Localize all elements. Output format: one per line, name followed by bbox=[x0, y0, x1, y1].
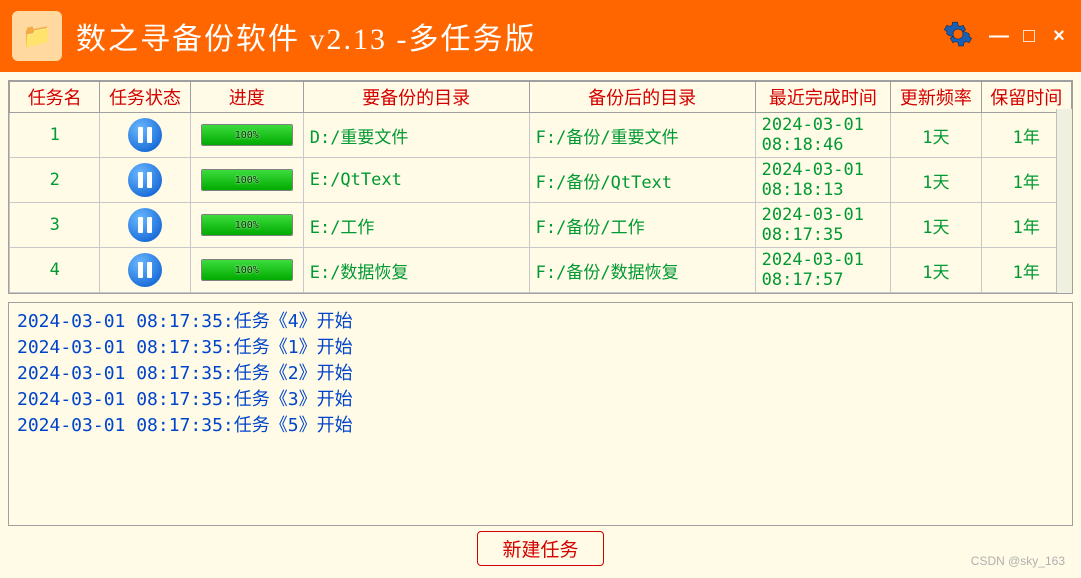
cell-task-name: 4 bbox=[10, 248, 100, 293]
col-header-time[interactable]: 最近完成时间 bbox=[755, 82, 891, 113]
cell-source-dir: D:/重要文件 bbox=[303, 113, 529, 158]
cell-task-status bbox=[100, 158, 190, 203]
cell-dest-dir: F:/备份/QtText bbox=[529, 158, 755, 203]
pause-icon[interactable] bbox=[128, 163, 162, 197]
col-header-src[interactable]: 要备份的目录 bbox=[303, 82, 529, 113]
progress-label: 100% bbox=[202, 260, 292, 280]
cell-task-name: 3 bbox=[10, 203, 100, 248]
log-line: 2024-03-01 08:17:35:任务《3》开始 bbox=[17, 387, 1064, 413]
col-header-dst[interactable]: 备份后的目录 bbox=[529, 82, 755, 113]
task-table: 任务名 任务状态 进度 要备份的目录 备份后的目录 最近完成时间 更新频率 保留… bbox=[9, 81, 1072, 293]
progress-label: 100% bbox=[202, 170, 292, 190]
log-line: 2024-03-01 08:17:35:任务《2》开始 bbox=[17, 361, 1064, 387]
progress-bar: 100% bbox=[201, 124, 293, 146]
content-area: 任务名 任务状态 进度 要备份的目录 备份后的目录 最近完成时间 更新频率 保留… bbox=[0, 72, 1081, 578]
vertical-scrollbar[interactable] bbox=[1056, 109, 1072, 293]
pause-icon[interactable] bbox=[128, 208, 162, 242]
cell-frequency: 1天 bbox=[891, 203, 981, 248]
titlebar-controls: — □ × bbox=[943, 19, 1069, 54]
cell-progress: 100% bbox=[190, 248, 303, 293]
cell-dest-dir: F:/备份/数据恢复 bbox=[529, 248, 755, 293]
cell-last-time: 2024-03-01 08:18:46 bbox=[755, 113, 891, 158]
task-table-wrap: 任务名 任务状态 进度 要备份的目录 备份后的目录 最近完成时间 更新频率 保留… bbox=[8, 80, 1073, 294]
col-header-freq[interactable]: 更新频率 bbox=[891, 82, 981, 113]
minimize-button[interactable]: — bbox=[989, 25, 1009, 48]
log-panel[interactable]: 2024-03-01 08:17:35:任务《4》开始2024-03-01 08… bbox=[8, 302, 1073, 526]
pause-icon[interactable] bbox=[128, 253, 162, 287]
progress-bar: 100% bbox=[201, 169, 293, 191]
footer: 新建任务 CSDN @sky_163 bbox=[8, 526, 1073, 570]
cell-task-name: 1 bbox=[10, 113, 100, 158]
cell-last-time: 2024-03-01 08:18:13 bbox=[755, 158, 891, 203]
table-row[interactable]: 4 100% E:/数据恢复F:/备份/数据恢复2024-03-01 08:17:5… bbox=[10, 248, 1072, 293]
cell-last-time: 2024-03-01 08:17:57 bbox=[755, 248, 891, 293]
progress-label: 100% bbox=[202, 125, 292, 145]
titlebar: 📁 数之寻备份软件 v2.13 -多任务版 — □ × bbox=[0, 0, 1081, 72]
cell-last-time: 2024-03-01 08:17:35 bbox=[755, 203, 891, 248]
cell-task-status bbox=[100, 203, 190, 248]
log-line: 2024-03-01 08:17:35:任务《5》开始 bbox=[17, 413, 1064, 439]
table-header-row: 任务名 任务状态 进度 要备份的目录 备份后的目录 最近完成时间 更新频率 保留… bbox=[10, 82, 1072, 113]
new-task-button[interactable]: 新建任务 bbox=[477, 531, 603, 566]
progress-bar: 100% bbox=[201, 214, 293, 236]
cell-progress: 100% bbox=[190, 158, 303, 203]
log-line: 2024-03-01 08:17:35:任务《4》开始 bbox=[17, 309, 1064, 335]
cell-progress: 100% bbox=[190, 113, 303, 158]
progress-bar: 100% bbox=[201, 259, 293, 281]
cell-source-dir: E:/QtText bbox=[303, 158, 529, 203]
cell-task-name: 2 bbox=[10, 158, 100, 203]
app-icon: 📁 bbox=[12, 11, 62, 61]
table-row[interactable]: 2 100% E:/QtTextF:/备份/QtText2024-03-01 08:… bbox=[10, 158, 1072, 203]
cell-progress: 100% bbox=[190, 203, 303, 248]
cell-task-status bbox=[100, 113, 190, 158]
gear-icon[interactable] bbox=[943, 19, 973, 54]
maximize-button[interactable]: □ bbox=[1019, 25, 1039, 48]
log-line: 2024-03-01 08:17:35:任务《1》开始 bbox=[17, 335, 1064, 361]
table-row[interactable]: 1 100% D:/重要文件F:/备份/重要文件2024-03-01 08:18:4… bbox=[10, 113, 1072, 158]
cell-frequency: 1天 bbox=[891, 158, 981, 203]
window-controls: — □ × bbox=[989, 25, 1069, 48]
cell-frequency: 1天 bbox=[891, 113, 981, 158]
cell-task-status bbox=[100, 248, 190, 293]
cell-dest-dir: F:/备份/工作 bbox=[529, 203, 755, 248]
cell-dest-dir: F:/备份/重要文件 bbox=[529, 113, 755, 158]
pause-icon[interactable] bbox=[128, 118, 162, 152]
app-title: 数之寻备份软件 v2.13 -多任务版 bbox=[76, 14, 943, 58]
app-window: 📁 数之寻备份软件 v2.13 -多任务版 — □ × 任务名 任务状态 进度 bbox=[0, 0, 1081, 578]
cell-source-dir: E:/数据恢复 bbox=[303, 248, 529, 293]
folder-icon: 📁 bbox=[22, 22, 52, 51]
col-header-prog[interactable]: 进度 bbox=[190, 82, 303, 113]
table-row[interactable]: 3100%E:/工作F:/备份/工作2024-03-01 08:17:351天1… bbox=[10, 203, 1072, 248]
cell-source-dir: E:/工作 bbox=[303, 203, 529, 248]
col-header-keep[interactable]: 保留时间 bbox=[981, 82, 1071, 113]
cell-frequency: 1天 bbox=[891, 248, 981, 293]
col-header-status[interactable]: 任务状态 bbox=[100, 82, 190, 113]
watermark: CSDN @sky_163 bbox=[971, 554, 1065, 568]
close-button[interactable]: × bbox=[1049, 25, 1069, 48]
col-header-name[interactable]: 任务名 bbox=[10, 82, 100, 113]
progress-label: 100% bbox=[202, 215, 292, 235]
